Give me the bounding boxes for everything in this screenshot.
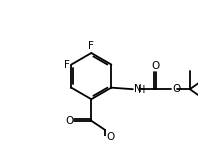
Text: O: O bbox=[65, 116, 74, 126]
Text: N: N bbox=[134, 84, 141, 94]
Text: O: O bbox=[172, 84, 180, 94]
Text: O: O bbox=[151, 62, 159, 71]
Text: F: F bbox=[64, 60, 70, 70]
Text: F: F bbox=[88, 41, 94, 51]
Text: O: O bbox=[106, 132, 114, 142]
Text: H: H bbox=[138, 85, 145, 95]
